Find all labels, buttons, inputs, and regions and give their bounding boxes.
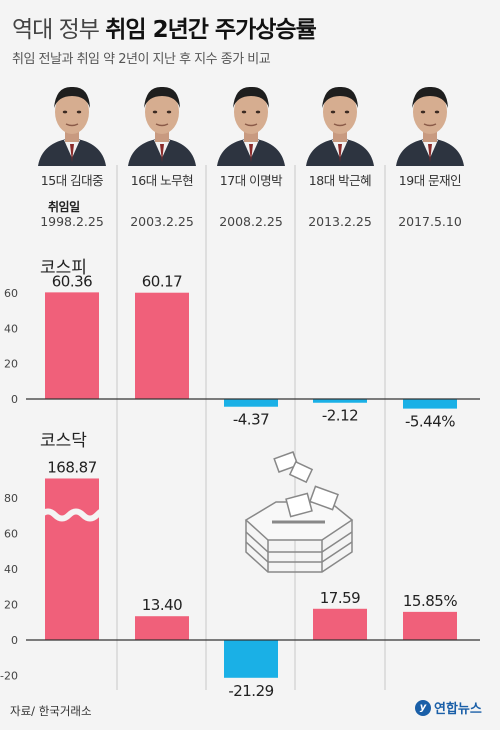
inauguration-date: 2003.2.25 bbox=[130, 214, 194, 229]
title-light: 역대 정부 bbox=[12, 17, 100, 43]
president-name: 16대 노무현 bbox=[130, 173, 194, 188]
y-tick-label: 40 bbox=[4, 563, 18, 576]
ballot-box-icon bbox=[244, 451, 354, 573]
inauguration-date: 2013.2.25 bbox=[308, 214, 372, 229]
bar bbox=[224, 640, 278, 678]
data-label: -21.29 bbox=[228, 682, 273, 700]
bar bbox=[135, 292, 189, 399]
president-portrait bbox=[302, 76, 378, 166]
bar bbox=[313, 608, 367, 640]
president-portrait bbox=[213, 76, 289, 166]
bar bbox=[403, 399, 457, 409]
president-name: 15대 김대중 bbox=[40, 173, 104, 188]
y-tick-label: 20 bbox=[4, 358, 18, 371]
y-tick-label: 0 bbox=[11, 393, 18, 406]
president-portrait bbox=[124, 76, 200, 166]
y-tick-label: 40 bbox=[4, 322, 18, 335]
bar bbox=[403, 611, 457, 640]
y-tick-label: 0 bbox=[11, 634, 18, 647]
inauguration-date: 2008.2.25 bbox=[219, 214, 283, 229]
inauguration-date: 2017.5.10 bbox=[398, 214, 462, 229]
inauguration-label: 취임일 bbox=[48, 200, 80, 214]
bar bbox=[313, 399, 367, 403]
bar bbox=[224, 399, 278, 407]
axis-break bbox=[38, 507, 107, 522]
bar bbox=[45, 292, 99, 399]
panel-title: 코스닥 bbox=[40, 431, 87, 451]
data-label: -5.44% bbox=[405, 413, 455, 431]
data-label: 60.36 bbox=[52, 272, 92, 290]
data-label: 168.87 bbox=[47, 458, 97, 476]
bar bbox=[135, 616, 189, 640]
president-name: 18대 박근혜 bbox=[308, 173, 372, 188]
president-portrait bbox=[392, 76, 468, 166]
data-label: -2.12 bbox=[322, 407, 358, 425]
brand-icon: y bbox=[415, 699, 431, 716]
president-name: 19대 문재인 bbox=[398, 173, 462, 188]
y-tick-label: 60 bbox=[4, 287, 18, 300]
brand-logo: y 연합뉴스 bbox=[415, 698, 482, 717]
president-portrait bbox=[34, 76, 110, 166]
page-title: 역대 정부 취임 2년간 주가상승률 bbox=[12, 10, 317, 44]
subtitle: 취임 전날과 취임 약 2년이 지난 후 지수 종가 비교 bbox=[12, 52, 271, 67]
data-label: 13.40 bbox=[142, 596, 182, 614]
y-tick-label: 60 bbox=[4, 528, 18, 541]
data-label: 60.17 bbox=[142, 273, 182, 291]
panel-title: 코스피 bbox=[40, 258, 87, 278]
y-tick-label: 80 bbox=[4, 492, 18, 505]
brand-name: 연합뉴스 bbox=[434, 702, 482, 717]
data-label: 17.59 bbox=[320, 589, 360, 607]
title-bold: 취임 2년간 주가상승률 bbox=[105, 17, 316, 43]
source: 자료/ 한국거래소 bbox=[10, 704, 92, 718]
inauguration-date: 1998.2.25 bbox=[40, 214, 104, 229]
y-tick-label: -20 bbox=[0, 670, 18, 683]
y-tick-label: 20 bbox=[4, 599, 18, 612]
data-label: -4.37 bbox=[233, 411, 269, 429]
bar bbox=[45, 478, 99, 640]
data-label: 15.85% bbox=[403, 592, 457, 610]
president-name: 17대 이명박 bbox=[219, 173, 283, 188]
